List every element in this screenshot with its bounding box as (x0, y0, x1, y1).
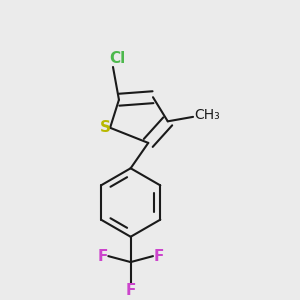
Text: F: F (125, 284, 136, 298)
Text: S: S (100, 120, 111, 135)
Text: Cl: Cl (109, 50, 126, 65)
Text: F: F (98, 249, 108, 264)
Text: F: F (153, 249, 164, 264)
Text: CH₃: CH₃ (195, 108, 220, 122)
